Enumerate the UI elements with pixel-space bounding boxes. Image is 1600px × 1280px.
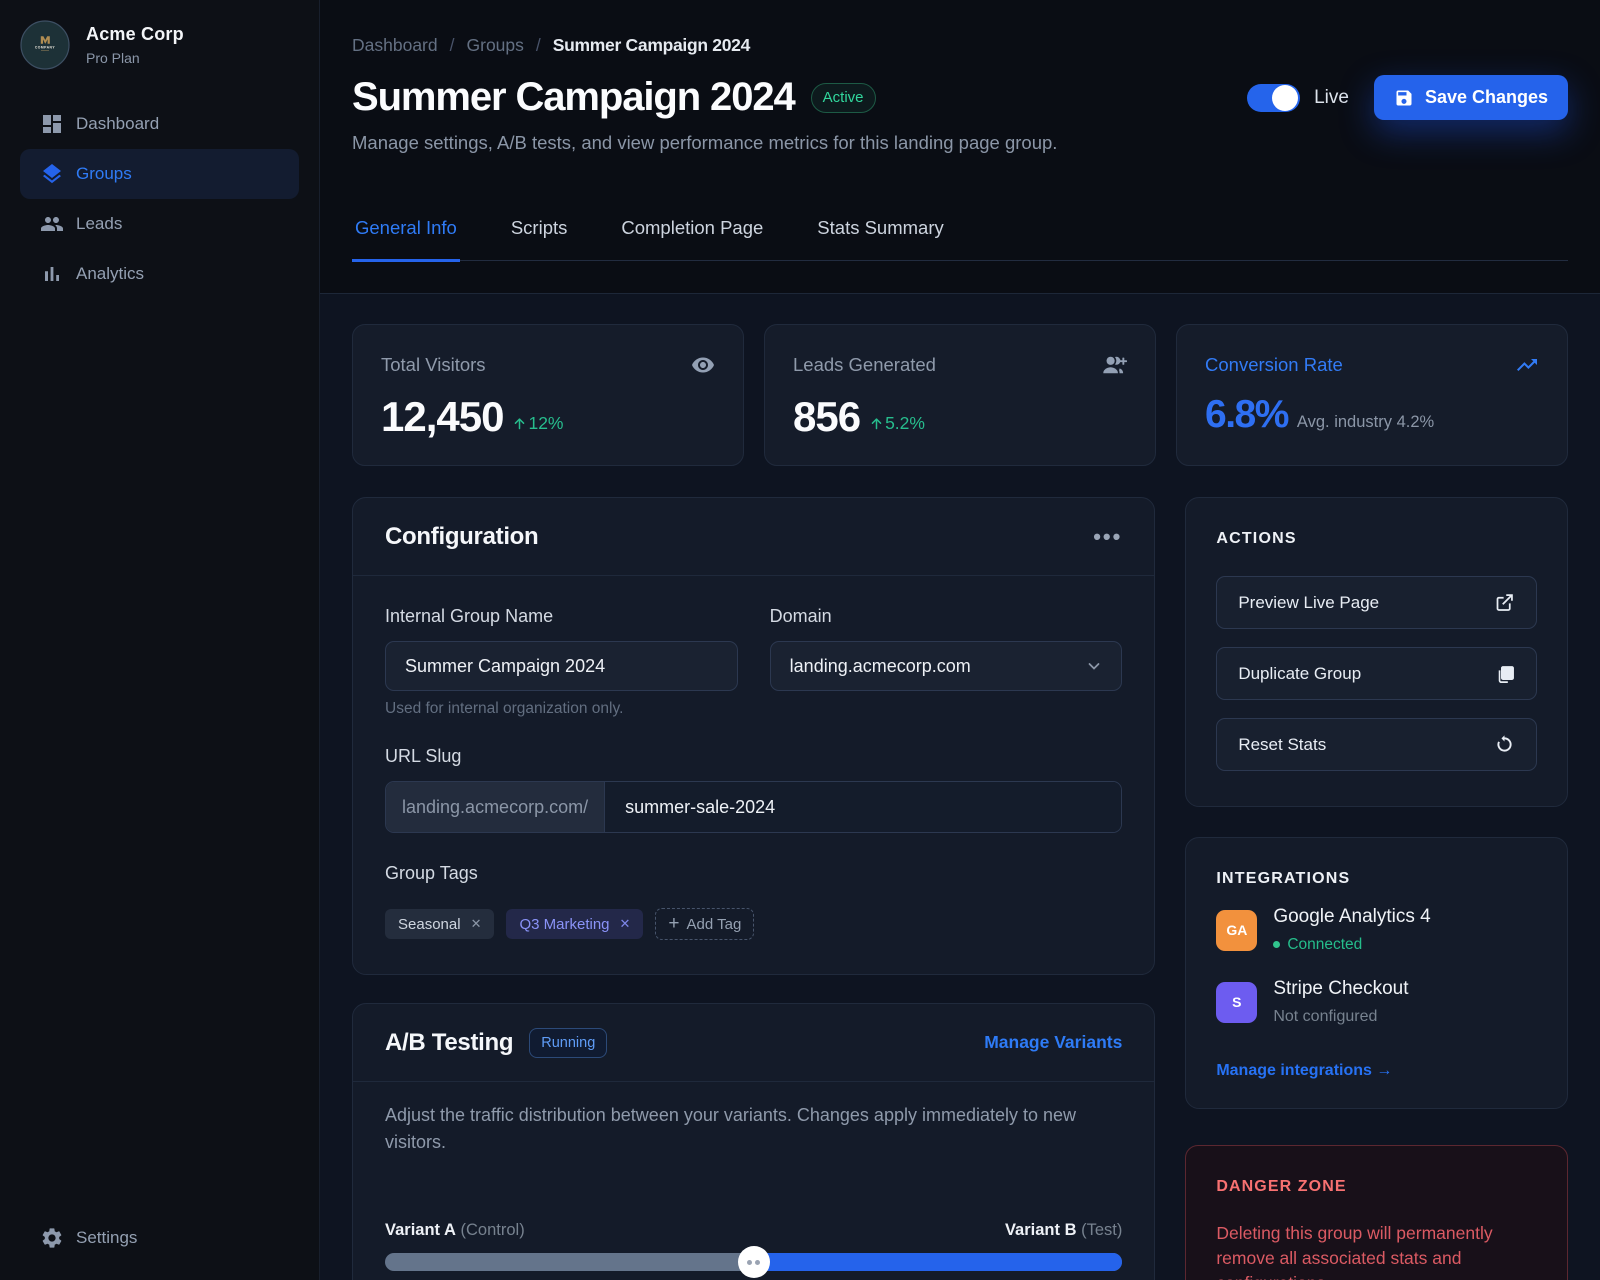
svg-text:COMPANY: COMPANY	[35, 46, 56, 50]
